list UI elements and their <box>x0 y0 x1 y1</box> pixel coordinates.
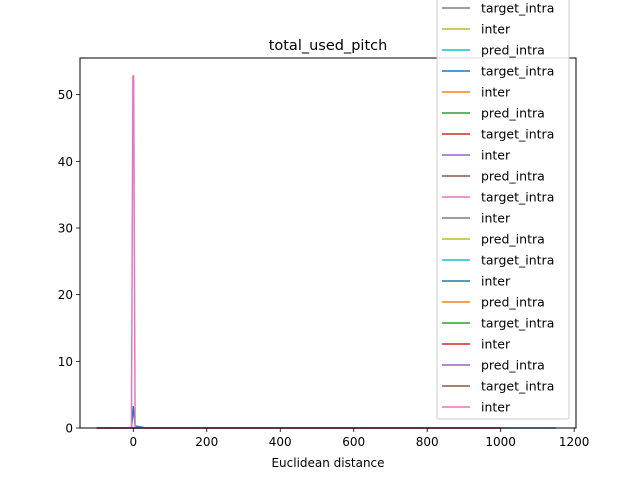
x-axis-label: Euclidean distance <box>271 456 384 470</box>
y-tick-label: 10 <box>58 355 73 369</box>
legend-label: pred_intra <box>481 295 545 310</box>
legend-label: target_intra <box>481 190 554 205</box>
y-axis: 0 10 20 30 40 50 <box>58 88 80 436</box>
legend-label: target_intra <box>481 379 554 394</box>
legend-label: inter <box>481 400 511 415</box>
x-tick-label: 400 <box>269 435 292 449</box>
legend-label: pred_intra <box>481 358 545 373</box>
x-tick-label: 1000 <box>485 435 516 449</box>
x-axis: 0 200 400 600 800 1000 1200 <box>129 428 589 449</box>
x-tick-label: 0 <box>129 435 137 449</box>
legend-label: pred_intra <box>481 232 545 247</box>
legend-label: inter <box>481 148 511 163</box>
legend-label: pred_intra <box>481 169 545 184</box>
legend-label: pred_intra <box>481 43 545 58</box>
y-tick-label: 30 <box>58 222 73 236</box>
legend-label: target_intra <box>481 1 554 16</box>
legend-label: target_intra <box>481 316 554 331</box>
legend-label: target_intra <box>481 64 554 79</box>
legend-label: inter <box>481 337 511 352</box>
legend-label: inter <box>481 211 511 226</box>
y-tick-label: 40 <box>58 155 73 169</box>
legend-label: target_intra <box>481 253 554 268</box>
legend-label: inter <box>481 85 511 100</box>
legend-label: target_intra <box>481 127 554 142</box>
x-tick-label: 1200 <box>559 435 590 449</box>
chart-title: total_used_pitch <box>269 38 388 54</box>
legend-label: pred_intra <box>481 106 545 121</box>
x-tick-label: 200 <box>195 435 218 449</box>
plot-frame <box>79 57 577 429</box>
legend-label: inter <box>481 22 511 37</box>
legend: target_intrainterpred_intratarget_intrai… <box>436 0 570 420</box>
x-tick-label: 800 <box>416 435 439 449</box>
y-tick-label: 0 <box>65 422 73 436</box>
y-tick-label: 50 <box>58 88 73 102</box>
x-tick-label: 600 <box>342 435 365 449</box>
legend-label: inter <box>481 274 511 289</box>
y-tick-label: 20 <box>58 288 73 302</box>
legend-box <box>436 0 570 420</box>
